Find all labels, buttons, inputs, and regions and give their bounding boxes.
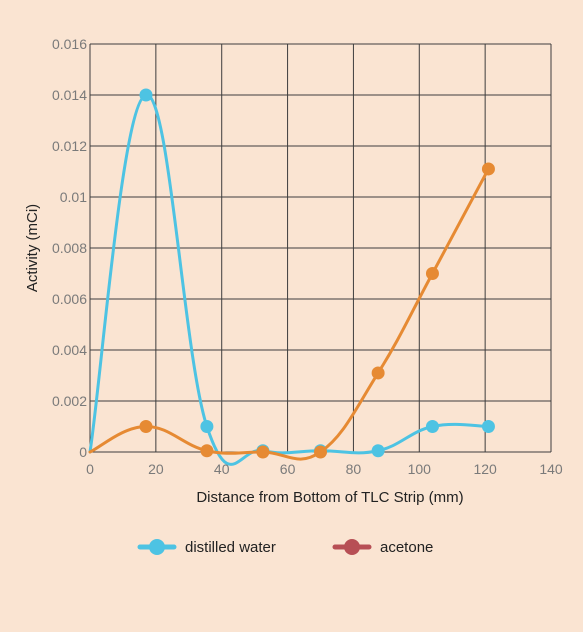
data-point-acetone [139, 420, 153, 433]
legend-marker [149, 539, 165, 555]
data-point-distilled-water [139, 88, 153, 102]
legend-marker [344, 539, 360, 555]
series-layer [88, 88, 495, 466]
data-point-distilled-water [481, 420, 495, 433]
data-point-distilled-water [200, 420, 214, 433]
grid [89, 43, 552, 453]
x-tick-label: 40 [214, 461, 230, 477]
x-tick-label: 60 [280, 461, 296, 477]
y-tick-label: 0.008 [52, 240, 87, 256]
legend-item-distilled-water: distilled water [137, 539, 276, 556]
series-acetone [88, 162, 495, 461]
x-tick-label: 120 [473, 461, 497, 477]
y-tick-label: 0.01 [60, 189, 87, 205]
data-point-acetone [200, 444, 214, 458]
y-tick-label: 0.014 [52, 87, 87, 103]
x-axis-label: Distance from Bottom of TLC Strip (mm) [196, 489, 463, 506]
legend: distilled water acetone [137, 539, 433, 556]
y-axis-label: Activity (mCi) [24, 204, 41, 292]
series-line-acetone [88, 167, 490, 461]
tick-labels: 0 20 40 60 80 100 120 140 0 0.002 0.004 0.006 0.008 0… [52, 36, 563, 477]
x-tick-label: 80 [346, 461, 362, 477]
y-tick-label: 0.016 [52, 36, 87, 52]
y-tick-label: 0.006 [52, 291, 87, 307]
data-point-acetone [314, 445, 327, 459]
y-tick-label: 0.012 [52, 138, 87, 154]
y-tick-label: 0.002 [52, 393, 87, 409]
legend-item-acetone: acetone [332, 539, 433, 556]
x-tick-label: 100 [408, 461, 432, 477]
y-tick-label: 0 [79, 444, 87, 460]
y-tick-label: 0.004 [52, 342, 87, 358]
x-tick-label: 20 [148, 461, 164, 477]
series-line-distilled-water [88, 93, 490, 466]
x-tick-label: 0 [86, 461, 94, 477]
data-point-acetone [481, 162, 495, 176]
legend-label: distilled water [185, 539, 276, 556]
data-point-acetone [256, 445, 270, 459]
data-point-distilled-water [371, 444, 385, 458]
data-point-acetone [425, 267, 439, 280]
x-tick-label: 140 [539, 461, 563, 477]
data-point-distilled-water [425, 420, 439, 433]
data-point-acetone [371, 366, 385, 380]
legend-label: acetone [380, 539, 433, 556]
